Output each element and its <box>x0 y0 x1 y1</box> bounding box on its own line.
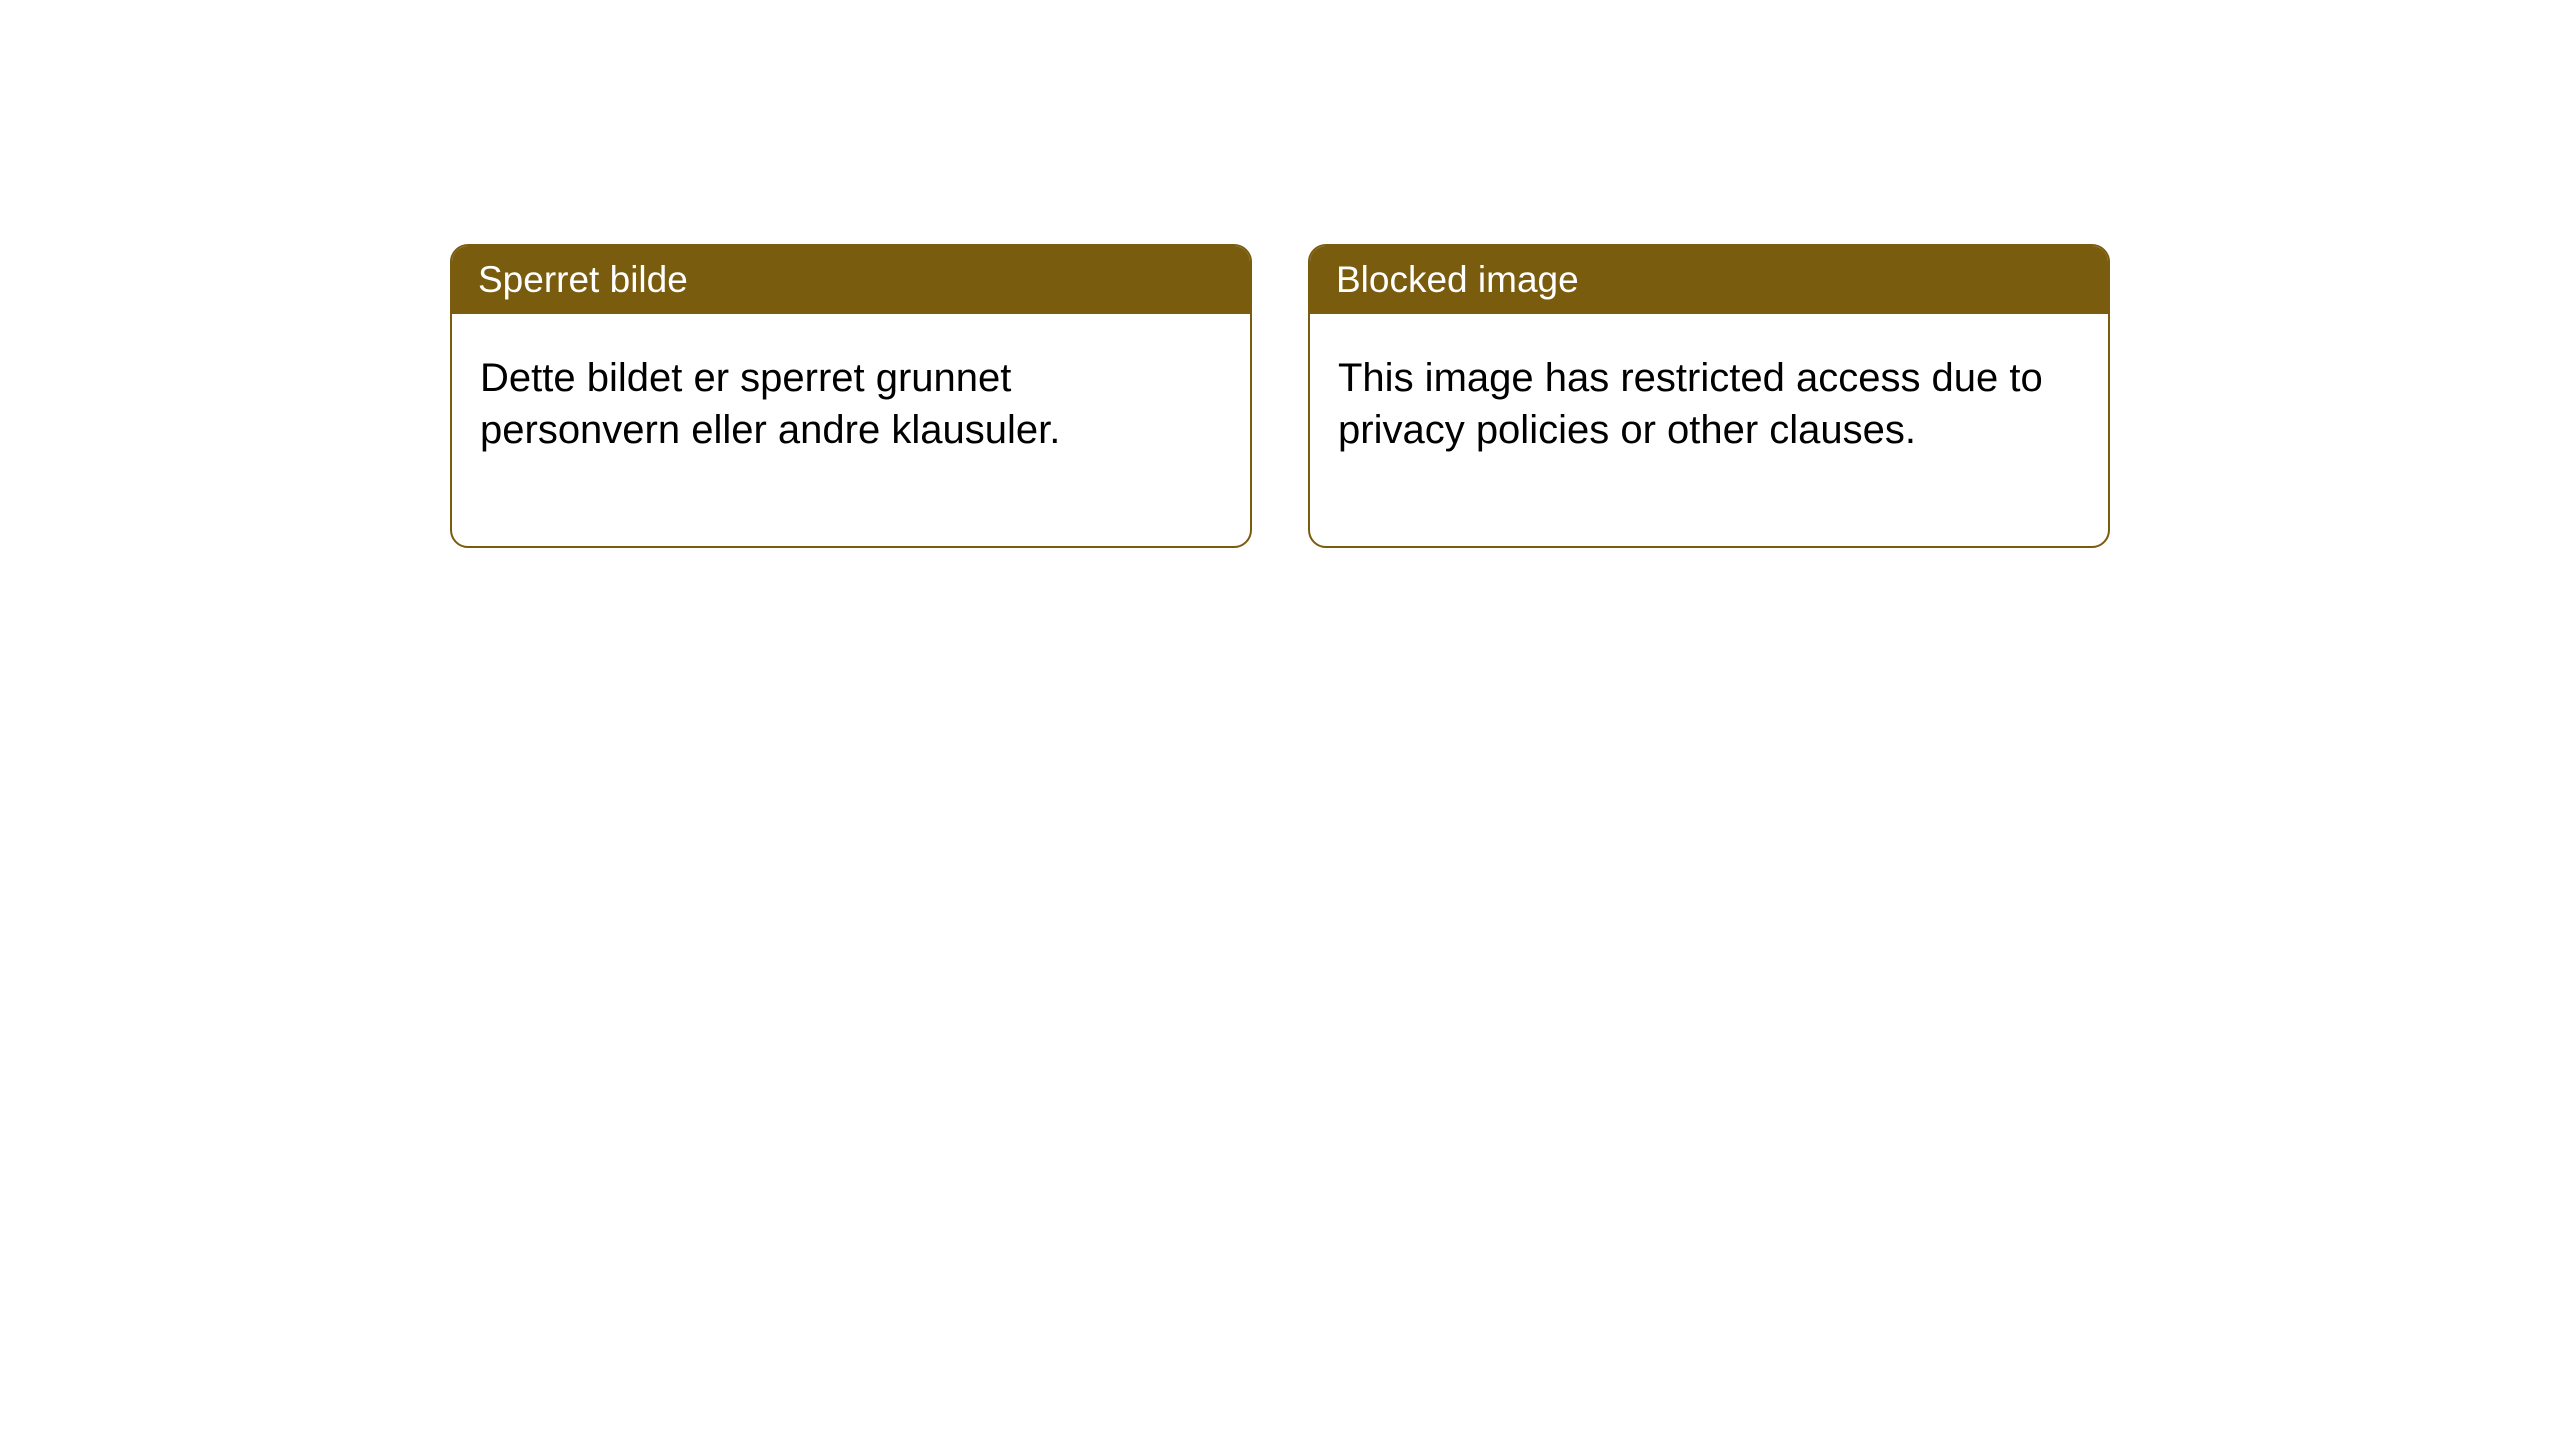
notice-box-english: Blocked image This image has restricted … <box>1308 244 2110 548</box>
notice-text-norwegian: Dette bildet er sperret grunnet personve… <box>480 356 1060 452</box>
notice-body-norwegian: Dette bildet er sperret grunnet personve… <box>452 314 1250 546</box>
notice-header-norwegian: Sperret bilde <box>452 246 1250 314</box>
notice-box-norwegian: Sperret bilde Dette bildet er sperret gr… <box>450 244 1252 548</box>
notice-body-english: This image has restricted access due to … <box>1310 314 2108 546</box>
notice-text-english: This image has restricted access due to … <box>1338 356 2043 452</box>
notice-container: Sperret bilde Dette bildet er sperret gr… <box>0 0 2560 548</box>
notice-title-norwegian: Sperret bilde <box>478 259 688 300</box>
notice-title-english: Blocked image <box>1336 259 1579 300</box>
notice-header-english: Blocked image <box>1310 246 2108 314</box>
